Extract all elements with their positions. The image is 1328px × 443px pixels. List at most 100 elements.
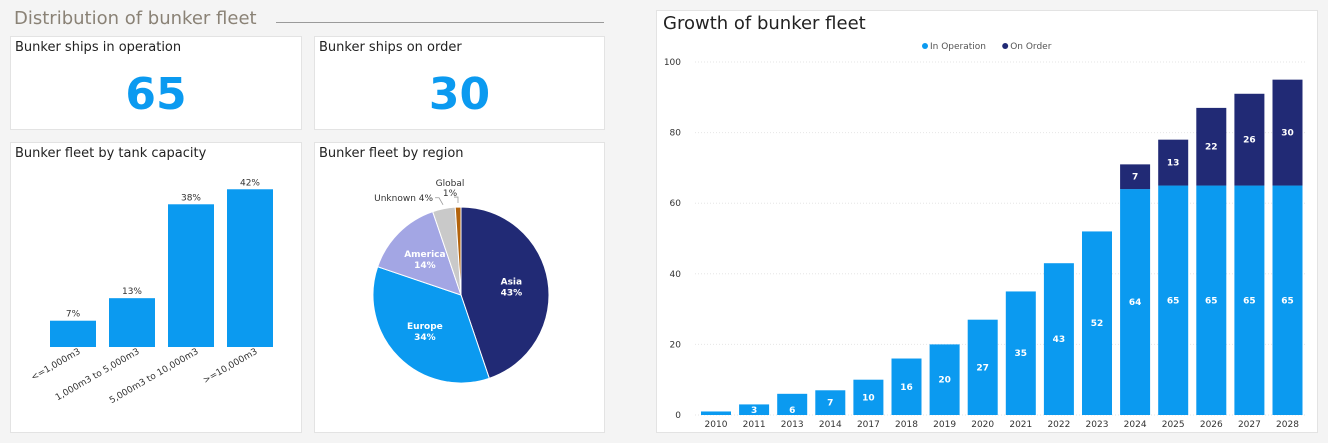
title-divider [276, 22, 604, 23]
chart-title: Bunker fleet by tank capacity [15, 146, 207, 161]
growth-data-label: 7 [1132, 173, 1138, 183]
tank-bar-label: 42% [240, 178, 260, 188]
growth-data-label: 30 [1281, 129, 1294, 139]
growth-data-label: 13 [1167, 159, 1180, 169]
legend-marker [1002, 43, 1009, 49]
y-tick-label: 0 [675, 411, 681, 421]
tank-bar-label: 13% [122, 287, 142, 297]
x-tick-label: 2024 [1124, 420, 1147, 430]
kpi-card-in-operation: Bunker ships in operation 65 [10, 36, 302, 130]
tank-bar [168, 204, 214, 347]
kpi-label: Bunker ships in operation [15, 40, 182, 55]
growth-data-label: 7 [827, 399, 833, 409]
growth-bar [853, 379, 884, 415]
region-card: Bunker fleet by region Asia 43% Europe 34% A… [314, 142, 605, 433]
growth-data-label: 65 [1281, 296, 1294, 306]
kpi-value: 65 [125, 69, 187, 120]
growth-bar [815, 390, 846, 415]
legend-label: On Order [1010, 42, 1052, 52]
growth-bar [891, 358, 922, 415]
pie-slice [460, 206, 550, 379]
x-tick-label: 2027 [1238, 420, 1261, 430]
x-tick-label: 2010 [705, 420, 728, 430]
pie-slice-pct: 43% [501, 289, 523, 299]
growth-bar [1158, 139, 1189, 186]
x-tick-label: 2028 [1276, 420, 1299, 430]
pie-leader-line [453, 196, 459, 204]
tank-bar [227, 189, 273, 347]
kpi-value: 30 [428, 69, 491, 120]
growth-data-label: 65 [1205, 296, 1218, 306]
growth-data-label: 20 [938, 376, 951, 386]
pie-slice [372, 266, 490, 384]
growth-data-label: 65 [1243, 296, 1256, 306]
growth-bar [1234, 93, 1265, 186]
growth-data-label: 64 [1129, 298, 1142, 308]
growth-bar [967, 319, 998, 415]
y-tick-label: 20 [670, 340, 682, 350]
growth-bar [1196, 107, 1227, 186]
x-tick-label: 2018 [895, 420, 918, 430]
pie-slice [377, 211, 462, 296]
pie-leader-line [435, 197, 444, 205]
pie-slice-name: Global [436, 179, 465, 189]
growth-data-label: 10 [862, 393, 875, 403]
growth-bar [1120, 189, 1151, 415]
chart-title: Growth of bunker fleet [663, 13, 866, 34]
x-tick-label: 2017 [857, 420, 880, 430]
pie-slice-pct: 34% [414, 333, 436, 343]
growth-data-label: 3 [751, 406, 757, 416]
pie-slice-name: Europe [407, 322, 443, 332]
x-tick-label: 2014 [819, 420, 842, 430]
growth-data-label: 27 [976, 363, 989, 373]
growth-bar [1234, 185, 1265, 415]
growth-data-label: 43 [1053, 335, 1066, 345]
tank-bar-label: 38% [181, 193, 201, 203]
growth-data-label: 26 [1243, 136, 1256, 146]
tank-category-label: <=1,000m3 [30, 347, 83, 383]
chart-title: Bunker fleet by region [319, 146, 464, 161]
x-tick-label: 2013 [781, 420, 804, 430]
x-tick-label: 2019 [933, 420, 956, 430]
kpi-card-on-order: Bunker ships on order 30 [314, 36, 605, 130]
growth-bar [1120, 164, 1151, 190]
x-tick-label: 2020 [971, 420, 994, 430]
growth-bar [777, 393, 808, 415]
tank-bar [109, 298, 155, 347]
x-tick-label: 2023 [1086, 420, 1109, 430]
tank-capacity-card: Bunker fleet by tank capacity 7% <=1,000m… [10, 142, 302, 433]
legend-label: In Operation [930, 42, 986, 52]
growth-bar [701, 411, 731, 415]
growth-data-label: 6 [789, 406, 795, 416]
growth-bar [739, 404, 770, 415]
growth-bar [1272, 185, 1303, 415]
growth-data-label: 35 [1015, 349, 1028, 359]
growth-bar [1196, 185, 1227, 415]
y-tick-label: 80 [670, 129, 682, 139]
growth-bar [1005, 291, 1036, 415]
growth-bar [1272, 79, 1303, 186]
growth-bar [1043, 263, 1074, 415]
growth-bar [1158, 185, 1189, 415]
section-title: Distribution of bunker fleet [14, 8, 257, 29]
tank-bar-label: 7% [66, 310, 81, 320]
growth-data-label: 52 [1091, 319, 1104, 329]
x-tick-label: 2025 [1162, 420, 1185, 430]
pie-slice-name: America [404, 250, 445, 260]
growth-data-label: 22 [1205, 143, 1218, 153]
y-tick-label: 40 [670, 270, 682, 280]
x-tick-label: 2021 [1009, 420, 1032, 430]
legend-marker [922, 43, 928, 49]
kpi-label: Bunker ships on order [319, 40, 462, 55]
x-tick-label: 2026 [1200, 420, 1223, 430]
growth-data-label: 16 [900, 383, 913, 393]
pie-slice-pct: 14% [414, 261, 436, 271]
pie-slice [454, 206, 462, 296]
pie-slice-name: Unknown 4% [374, 194, 433, 204]
y-tick-label: 100 [664, 58, 681, 68]
tank-category-label: >=10,000m3 [202, 347, 260, 386]
growth-data-label: 65 [1167, 296, 1180, 306]
y-tick-label: 60 [670, 199, 682, 209]
